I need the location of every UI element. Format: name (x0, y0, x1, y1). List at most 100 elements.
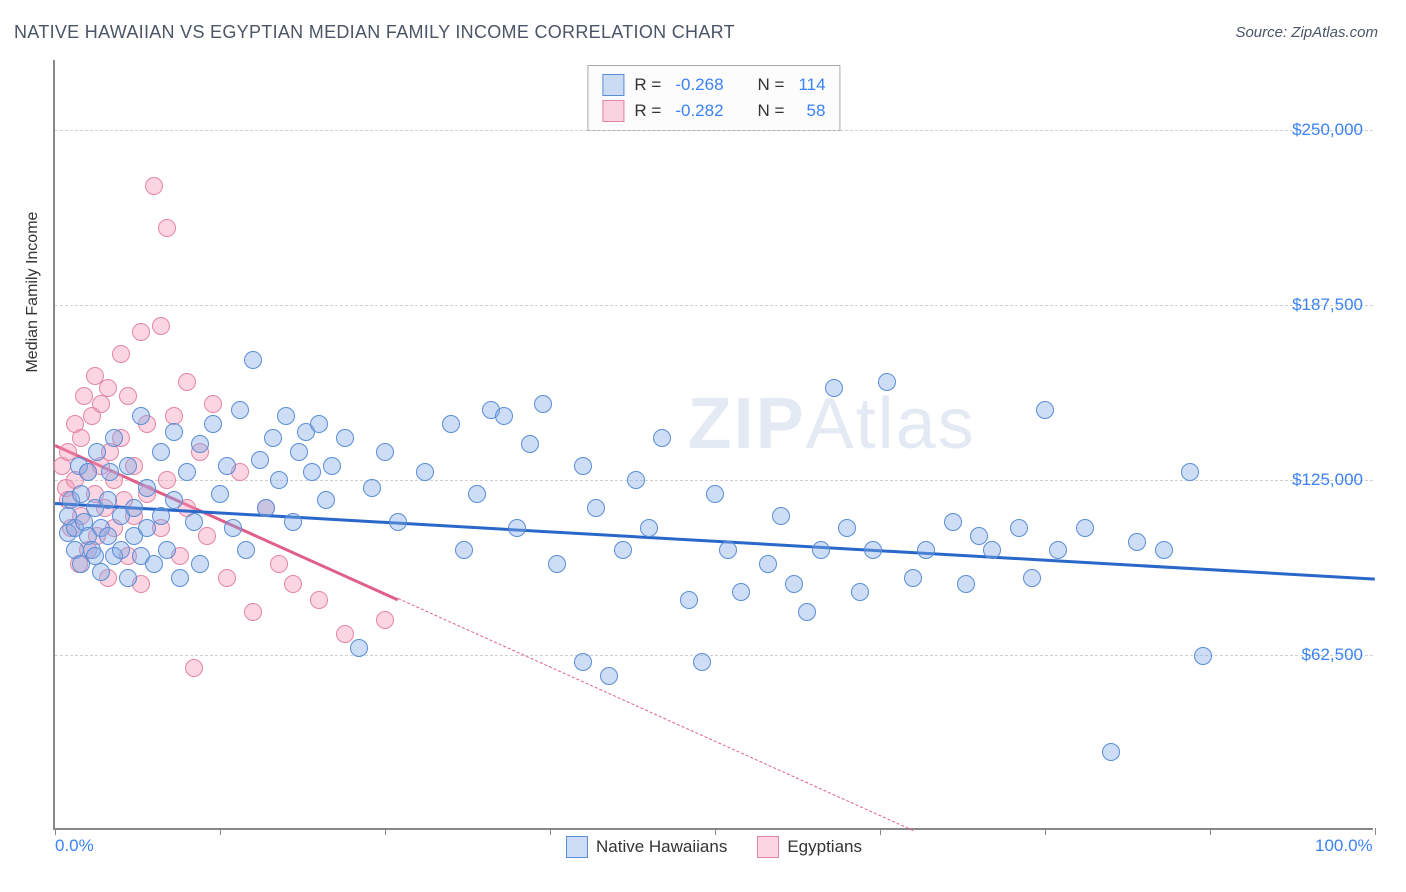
scatter-point (244, 603, 262, 621)
x-tick (55, 828, 56, 835)
scatter-point (350, 639, 368, 657)
scatter-point (1010, 519, 1028, 537)
scatter-point (158, 219, 176, 237)
scatter-point (508, 519, 526, 537)
scatter-point (310, 415, 328, 433)
scatter-point (158, 471, 176, 489)
x-tick (1210, 828, 1211, 835)
scatter-point (693, 653, 711, 671)
scatter-point (442, 415, 460, 433)
stats-swatch-2 (602, 100, 624, 122)
scatter-point (152, 443, 170, 461)
scatter-point (640, 519, 658, 537)
legend-swatch-2 (757, 836, 779, 858)
scatter-point (145, 177, 163, 195)
scatter-point (75, 387, 93, 405)
scatter-point (957, 575, 975, 593)
scatter-point (86, 547, 104, 565)
scatter-point (218, 457, 236, 475)
scatter-point (191, 435, 209, 453)
scatter-point (706, 485, 724, 503)
scatter-point (119, 457, 137, 475)
stats-n-label-1: N = (758, 75, 785, 95)
scatter-point (171, 569, 189, 587)
x-tick-label: 0.0% (55, 836, 94, 856)
scatter-point (416, 463, 434, 481)
watermark-bold: ZIP (688, 384, 806, 464)
scatter-point (251, 451, 269, 469)
legend-item-1: Native Hawaiians (566, 836, 727, 858)
y-tick-label: $62,500 (1302, 645, 1363, 665)
scatter-point (336, 429, 354, 447)
scatter-point (600, 667, 618, 685)
trendline-hawaiians (55, 502, 1375, 581)
scatter-point (132, 407, 150, 425)
scatter-point (455, 541, 473, 559)
x-tick-label: 100.0% (1315, 836, 1373, 856)
scatter-point (1102, 743, 1120, 761)
scatter-point (904, 569, 922, 587)
y-tick-label: $250,000 (1292, 120, 1363, 140)
scatter-point (732, 583, 750, 601)
scatter-point (495, 407, 513, 425)
plot-area: ZIPAtlas Median Family Income R = -0.268… (53, 60, 1373, 830)
scatter-point (772, 507, 790, 525)
x-tick (1045, 828, 1046, 835)
x-tick (880, 828, 881, 835)
scatter-point (1181, 463, 1199, 481)
scatter-point (680, 591, 698, 609)
legend-item-2: Egyptians (757, 836, 862, 858)
stats-r-val-2: -0.282 (675, 101, 723, 121)
legend-label-1: Native Hawaiians (596, 837, 727, 857)
gridline (55, 305, 1373, 306)
x-tick (220, 828, 221, 835)
scatter-point (851, 583, 869, 601)
scatter-point (587, 499, 605, 517)
y-tick-label: $187,500 (1292, 295, 1363, 315)
scatter-point (627, 471, 645, 489)
scatter-point (99, 491, 117, 509)
scatter-point (198, 527, 216, 545)
scatter-point (191, 555, 209, 573)
scatter-point (231, 401, 249, 419)
scatter-point (178, 463, 196, 481)
stats-r-label-2: R = (634, 101, 661, 121)
scatter-point (277, 407, 295, 425)
scatter-point (119, 569, 137, 587)
scatter-point (204, 395, 222, 413)
scatter-point (211, 485, 229, 503)
scatter-point (112, 541, 130, 559)
scatter-point (812, 541, 830, 559)
scatter-point (944, 513, 962, 531)
scatter-point (759, 555, 777, 573)
scatter-point (574, 457, 592, 475)
scatter-point (92, 395, 110, 413)
scatter-point (1036, 401, 1054, 419)
scatter-point (521, 435, 539, 453)
bottom-legend: Native Hawaiians Egyptians (566, 836, 862, 858)
scatter-point (983, 541, 1001, 559)
scatter-point (653, 429, 671, 447)
scatter-point (1049, 541, 1067, 559)
scatter-point (165, 491, 183, 509)
scatter-point (376, 443, 394, 461)
stats-r-label-1: R = (634, 75, 661, 95)
scatter-point (92, 563, 110, 581)
scatter-point (825, 379, 843, 397)
scatter-point (152, 317, 170, 335)
gridline (55, 480, 1373, 481)
scatter-point (534, 395, 552, 413)
scatter-point (317, 491, 335, 509)
scatter-point (152, 507, 170, 525)
scatter-point (284, 513, 302, 531)
scatter-point (838, 519, 856, 537)
stats-n-val-2: 58 (806, 101, 825, 121)
scatter-point (363, 479, 381, 497)
scatter-point (323, 457, 341, 475)
scatter-point (1076, 519, 1094, 537)
scatter-point (165, 407, 183, 425)
scatter-point (270, 471, 288, 489)
scatter-point (158, 541, 176, 559)
scatter-point (785, 575, 803, 593)
scatter-point (204, 415, 222, 433)
